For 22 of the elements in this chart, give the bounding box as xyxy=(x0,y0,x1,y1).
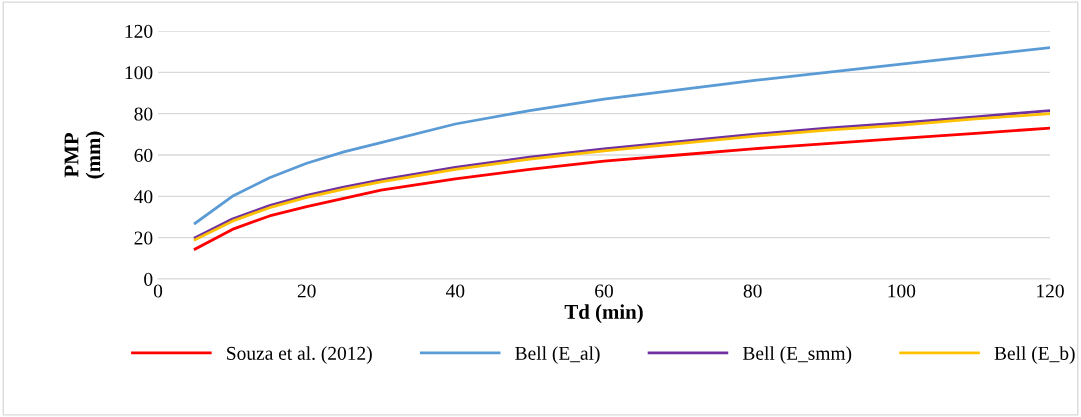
legend-label: Bell (E_b) xyxy=(994,346,1075,364)
legend-label: Bell (E_smm) xyxy=(742,346,852,364)
legend-label: Bell (E_al) xyxy=(515,346,600,364)
line-series xyxy=(193,46,1050,225)
legend-label: Souza et al. (2012) xyxy=(227,346,372,364)
y-tick-label: 100 xyxy=(125,66,153,80)
line-series xyxy=(193,126,1050,251)
x-tick-label: 40 xyxy=(445,284,465,298)
y-tick-label: 80 xyxy=(134,107,153,121)
x-tick-label: 0 xyxy=(153,284,163,298)
y-tick-label: 20 xyxy=(134,231,153,245)
y-axis-title: PMP (mm) xyxy=(64,131,105,179)
y-tick-label: 60 xyxy=(134,148,153,162)
y-tick-label: 40 xyxy=(134,190,153,204)
x-tick-label: 120 xyxy=(1037,284,1064,298)
x-tick-label: 20 xyxy=(297,284,316,298)
y-tick-label: 120 xyxy=(125,24,153,38)
x-tick-label: 80 xyxy=(743,284,762,298)
x-tick-label: 60 xyxy=(595,284,613,298)
y-tick-label: 0 xyxy=(144,272,153,286)
x-tick-label: 100 xyxy=(888,284,916,298)
x-axis-title: Td (min) xyxy=(564,304,643,324)
